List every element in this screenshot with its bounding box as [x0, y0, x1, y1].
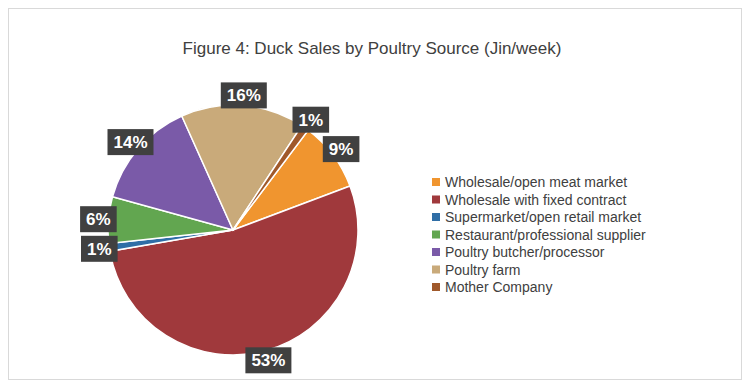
- pie: [108, 105, 358, 355]
- data-label-text: 14%: [113, 133, 147, 152]
- chart-frame: [9, 9, 742, 380]
- data-label: 16%: [221, 82, 267, 108]
- data-label-box: [323, 136, 360, 162]
- legend-swatch: [432, 196, 440, 204]
- legend-swatch: [432, 266, 440, 274]
- data-label-text: 1%: [87, 240, 112, 259]
- legend-swatch: [432, 231, 440, 239]
- data-label-box: [245, 347, 291, 373]
- data-label-box: [293, 107, 330, 133]
- legend-swatch: [432, 283, 440, 291]
- data-label: 6%: [80, 206, 117, 232]
- data-label-text: 6%: [86, 210, 111, 229]
- data-label-text: 53%: [251, 351, 285, 370]
- data-label: 1%: [81, 236, 118, 262]
- data-label: 1%: [293, 107, 330, 133]
- data-label-box: [80, 206, 117, 232]
- data-label-box: [108, 129, 154, 155]
- data-label-box: [221, 82, 267, 108]
- legend: Wholesale/open meat market Wholesale with…: [432, 174, 646, 295]
- pie-slice: [182, 105, 302, 230]
- legend-swatch: [432, 213, 440, 221]
- legend-label: Wholesale/open meat market: [445, 174, 627, 190]
- title: Figure 4: Duck Sales by Poultry Source (…: [183, 39, 562, 58]
- data-label-text: 9%: [329, 140, 354, 159]
- chart: Figure 4: Duck Sales by Poultry Source (…: [0, 0, 750, 388]
- data-label: 53%: [245, 347, 291, 373]
- legend-swatch: [432, 178, 440, 186]
- pie-slice: [233, 126, 308, 230]
- legend-label: Supermarket/open retail market: [445, 209, 641, 225]
- data-label-text: 16%: [227, 86, 261, 105]
- data-label: 9%: [323, 136, 360, 162]
- legend-label: Poultry butcher/processor: [445, 244, 605, 260]
- data-label: 14%: [108, 129, 154, 155]
- legend-label: Mother Company: [445, 279, 552, 295]
- legend-label: Wholesale with fixed contract: [445, 192, 626, 208]
- data-label-text: 1%: [299, 111, 324, 130]
- legend-label: Restaurant/professional supplier: [445, 227, 646, 243]
- legend-label: Poultry farm: [445, 262, 520, 278]
- data-label-box: [81, 236, 118, 262]
- legend-swatch: [432, 248, 440, 256]
